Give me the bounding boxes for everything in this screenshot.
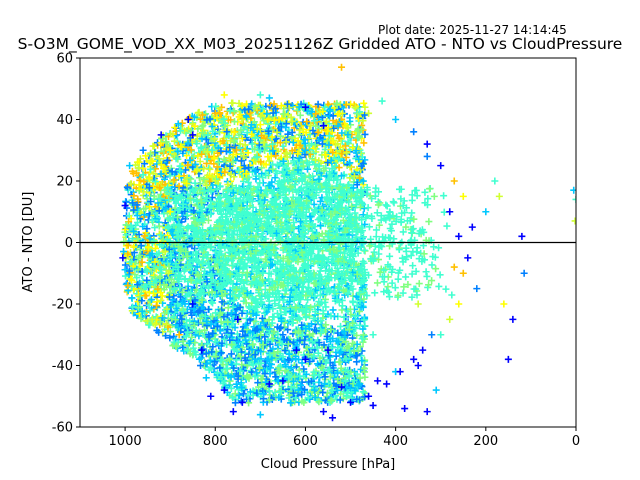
- data-point: [306, 131, 314, 139]
- data-point: [319, 113, 327, 121]
- data-point: [300, 365, 308, 373]
- data-point: [216, 128, 224, 136]
- data-point: [182, 166, 190, 174]
- data-point: [360, 99, 368, 107]
- data-point: [289, 193, 297, 201]
- data-point: [436, 271, 444, 279]
- data-point: [162, 332, 170, 340]
- data-point: [277, 323, 285, 331]
- scatter-points: [119, 63, 576, 422]
- data-point: [206, 165, 214, 173]
- data-point: [279, 110, 287, 118]
- data-point: [337, 322, 345, 330]
- chart-title: S-O3M_GOME_VOD_XX_M03_20251126Z Gridded …: [17, 35, 623, 53]
- data-point: [316, 354, 324, 362]
- data-point: [134, 219, 142, 227]
- data-point: [171, 123, 179, 131]
- data-point: [307, 303, 315, 311]
- data-point: [304, 296, 312, 304]
- data-point: [325, 111, 333, 119]
- data-point: [196, 115, 204, 123]
- data-point: [322, 303, 330, 311]
- data-point: [121, 266, 129, 274]
- data-point: [292, 352, 300, 360]
- data-point: [361, 103, 369, 111]
- plot-date: Plot date: 2025-11-27 14:14:45: [378, 23, 567, 37]
- data-point: [166, 328, 174, 336]
- data-point: [142, 152, 150, 160]
- data-point: [268, 319, 276, 327]
- data-point: [228, 99, 236, 107]
- data-point: [207, 298, 215, 306]
- data-point: [284, 160, 292, 168]
- data-point: [352, 324, 360, 332]
- data-point: [402, 273, 410, 281]
- data-point: [284, 326, 292, 334]
- data-point: [166, 334, 174, 342]
- data-point: [197, 362, 205, 370]
- data-point: [422, 268, 430, 276]
- data-point: [237, 397, 245, 405]
- data-point: [237, 163, 245, 171]
- data-point: [179, 343, 187, 351]
- data-point: [191, 331, 199, 339]
- data-point: [353, 358, 361, 366]
- data-point: [432, 265, 440, 273]
- data-point: [349, 297, 357, 305]
- data-point: [271, 388, 279, 396]
- data-point: [135, 158, 143, 166]
- data-point: [139, 222, 147, 230]
- data-point: [280, 146, 288, 154]
- data-point: [305, 312, 313, 320]
- data-point: [247, 367, 255, 375]
- data-point: [268, 178, 276, 186]
- data-point: [271, 174, 279, 182]
- data-point: [139, 250, 147, 258]
- data-point: [143, 276, 151, 284]
- data-point: [385, 293, 393, 301]
- data-point: [270, 100, 278, 108]
